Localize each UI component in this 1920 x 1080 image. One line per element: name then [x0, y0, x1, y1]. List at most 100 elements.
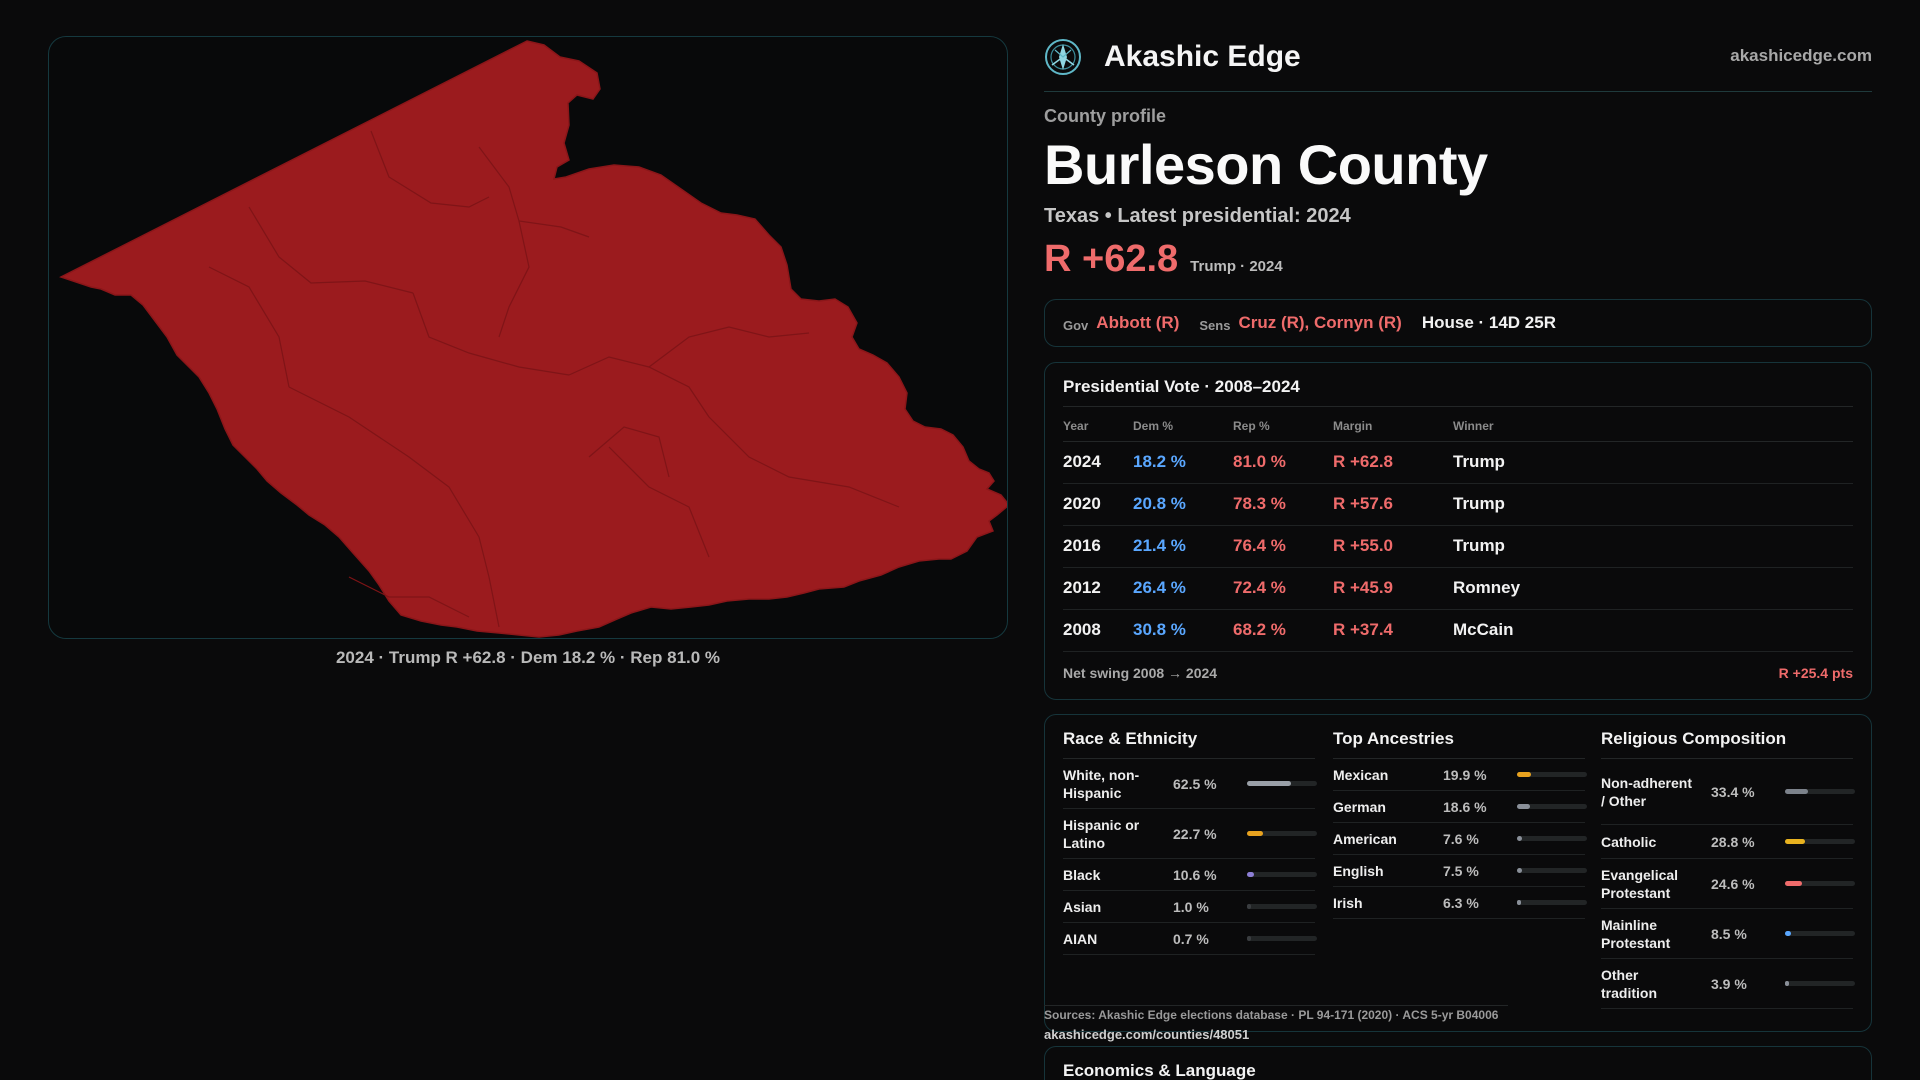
table-row: 2012 26.4 % 72.4 % R +45.9 Romney — [1063, 567, 1853, 610]
year-cell: 2012 — [1063, 567, 1133, 610]
ancestry-bar-track — [1517, 772, 1587, 777]
brand-name[interactable]: Akashic Edge — [1104, 40, 1301, 73]
race-bar-track — [1247, 904, 1317, 909]
year-cell: 2008 — [1063, 609, 1133, 652]
religion-section: Religious Composition Non-adherent / Oth… — [1601, 729, 1855, 1009]
race-row: Asian 1.0 % — [1063, 891, 1317, 923]
religion-row: Mainline Protestant 8.5 % — [1601, 909, 1855, 959]
race-row: AIAN 0.7 % — [1063, 923, 1317, 955]
ancestry-bar-track — [1517, 868, 1587, 873]
margin-cell: R +45.9 — [1333, 567, 1453, 610]
religion-label: Mainline Protestant — [1601, 916, 1671, 951]
race-row: Hispanic or Latino 22.7 % — [1063, 809, 1317, 859]
religion-label: Evangelical Protestant — [1601, 866, 1679, 901]
col-header-winner: Winner — [1453, 411, 1853, 442]
col-header-margin: Margin — [1333, 411, 1453, 442]
ancestry-bar-track — [1517, 836, 1587, 841]
net-swing-label: Net swing 2008 → 2024 — [1063, 665, 1218, 681]
ancestry-percent: 7.5 % — [1443, 862, 1479, 879]
map-caption: 2024 · Trump R +62.8 · Dem 18.2 % · Rep … — [335, 648, 721, 667]
ancestry-row: American 7.6 % — [1333, 823, 1587, 855]
winner-cell: Trump — [1453, 525, 1853, 568]
race-bar-fill — [1247, 781, 1291, 786]
presidential-vote-title: Presidential Vote · 2008–2024 — [1063, 377, 1300, 396]
race-bar-track — [1247, 872, 1317, 877]
house-value: House · 14D 25R — [1421, 313, 1556, 332]
ancestry-percent: 19.9 % — [1443, 766, 1487, 783]
headline-margin-value: R +62.8 — [1044, 238, 1179, 280]
table-row: 2008 30.8 % 68.2 % R +37.4 McCain — [1063, 609, 1853, 652]
dem-cell: 30.8 % — [1133, 609, 1233, 652]
economics-card: Economics & Language — [1044, 1046, 1872, 1080]
year-cell: 2024 — [1063, 441, 1133, 484]
officials-bar: Gov Abbott (R) Sens Cruz (R), Cornyn (R)… — [1044, 299, 1872, 347]
ancestry-percent: 7.6 % — [1443, 830, 1479, 847]
religion-bar-fill — [1785, 931, 1791, 936]
ancestry-row: Irish 6.3 % — [1333, 887, 1587, 919]
year-cell: 2020 — [1063, 483, 1133, 526]
sens-label: Sens — [1199, 317, 1231, 333]
ancestry-bar-fill — [1517, 836, 1523, 841]
economics-title: Economics & Language — [1063, 1061, 1256, 1080]
dem-cell: 20.8 % — [1133, 483, 1233, 526]
race-percent: 22.7 % — [1173, 825, 1217, 842]
table-row: 2024 18.2 % 81.0 % R +62.8 Trump — [1063, 441, 1853, 484]
headline-margin-note: Trump · 2024 — [1190, 258, 1283, 275]
margin-cell: R +55.0 — [1333, 525, 1453, 568]
race-bar-fill — [1247, 872, 1255, 877]
religion-title: Religious Composition — [1601, 729, 1853, 759]
ancestry-bar-fill — [1517, 900, 1522, 905]
race-bar-track — [1247, 936, 1317, 941]
county-map[interactable] — [48, 36, 1008, 639]
ancestry-label: English — [1333, 862, 1384, 879]
religion-bar-track — [1785, 881, 1855, 886]
ancestry-row: Mexican 19.9 % — [1333, 759, 1587, 791]
ancestry-row: English 7.5 % — [1333, 855, 1587, 887]
race-ethnicity-section: Race & Ethnicity White, non-Hispanic 62.5… — [1063, 729, 1317, 955]
sources-url[interactable]: akashicedge.com/counties/48051 — [1044, 1027, 1250, 1042]
dem-cell: 18.2 % — [1133, 441, 1233, 484]
headline-margin: R +62.8 Trump · 2024 — [1044, 238, 1283, 281]
ancestry-bar-track — [1517, 804, 1587, 809]
race-row: White, non-Hispanic 62.5 % — [1063, 759, 1317, 809]
race-bar-fill — [1247, 831, 1263, 836]
religion-row: Catholic 28.8 % — [1601, 825, 1855, 859]
table-row: 2020 20.8 % 78.3 % R +57.6 Trump — [1063, 483, 1853, 526]
race-label: AIAN — [1063, 930, 1098, 947]
ancestry-title: Top Ancestries — [1333, 729, 1585, 759]
winner-cell: McCain — [1453, 609, 1853, 652]
precinct-boundaries — [208, 130, 900, 628]
demographics-card: Race & Ethnicity White, non-Hispanic 62.5… — [1044, 714, 1872, 1032]
religion-bar-track — [1785, 931, 1855, 936]
rep-cell: 72.4 % — [1233, 567, 1333, 610]
rep-cell: 78.3 % — [1233, 483, 1333, 526]
religion-percent: 24.6 % — [1711, 875, 1755, 892]
divider — [1063, 406, 1853, 407]
winner-cell: Trump — [1453, 441, 1853, 484]
religion-bar-fill — [1785, 881, 1803, 886]
religion-percent: 28.8 % — [1711, 833, 1755, 850]
brand-header: Akashic Edge akashicedge.com — [1044, 38, 1872, 92]
religion-label: Catholic — [1601, 833, 1657, 850]
ancestry-section: Top Ancestries Mexican 19.9 % German 18.6 %… — [1333, 729, 1587, 919]
county-shape[interactable] — [59, 40, 1008, 638]
col-header-rep: Rep % — [1233, 411, 1333, 442]
col-header-year: Year — [1063, 411, 1133, 442]
ancestry-bar-fill — [1517, 772, 1531, 777]
county-map-svg — [59, 40, 1008, 638]
rep-cell: 68.2 % — [1233, 609, 1333, 652]
race-percent: 62.5 % — [1173, 775, 1217, 792]
religion-row: Non-adherent / Other 33.4 % — [1601, 759, 1855, 825]
race-label: Hispanic or Latino — [1063, 816, 1140, 851]
ancestry-bar-fill — [1517, 804, 1531, 809]
winner-cell: Trump — [1453, 483, 1853, 526]
table-row: 2016 21.4 % 76.4 % R +55.0 Trump — [1063, 525, 1853, 568]
race-row: Black 10.6 % — [1063, 859, 1317, 891]
ancestry-label: German — [1333, 798, 1386, 815]
brand-url[interactable]: akashicedge.com — [1730, 46, 1872, 65]
compass-icon[interactable] — [1044, 38, 1082, 76]
gov-label: Gov — [1063, 317, 1089, 333]
religion-bar-track — [1785, 789, 1855, 794]
rep-cell: 81.0 % — [1233, 441, 1333, 484]
col-header-dem: Dem % — [1133, 411, 1233, 442]
